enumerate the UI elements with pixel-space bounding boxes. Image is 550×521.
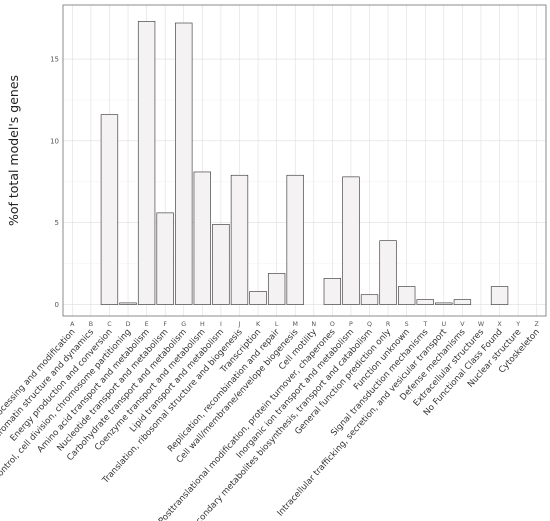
bar-T <box>416 299 434 305</box>
y-tick-label: 5 <box>55 219 59 227</box>
bar-V <box>453 299 472 305</box>
x-tick-label-X: X <box>497 321 502 328</box>
x-tick-label-Z: Z <box>535 321 540 328</box>
bar-C <box>100 114 119 305</box>
x-tick-label-W: W <box>478 321 485 328</box>
bar-I <box>212 224 230 305</box>
y-tick-label: 15 <box>50 55 59 63</box>
y-tick-label: 0 <box>55 301 59 309</box>
x-tick-label-G: G <box>181 321 186 328</box>
bar-J <box>230 174 249 305</box>
bar-L <box>267 273 286 305</box>
x-tick-label-S: S <box>405 321 409 328</box>
x-tick-label-I: I <box>220 321 222 328</box>
x-tick-label-L: L <box>275 321 279 328</box>
x-tick-label-Y: Y <box>515 321 520 328</box>
x-tick-label-C: C <box>107 321 112 328</box>
x-tick-label-D: D <box>126 321 131 328</box>
y-tick-label: 10 <box>50 137 59 145</box>
x-tick-label-R: R <box>386 321 391 328</box>
bar-P <box>342 176 360 305</box>
x-tick-label-F: F <box>163 321 167 328</box>
x-tick-label-K: K <box>256 321 261 328</box>
bar-D <box>119 302 137 305</box>
x-tick-label-Q: Q <box>367 321 372 328</box>
plot-panel-border <box>62 4 547 317</box>
x-tick-label-A: A <box>70 321 75 328</box>
bar-Q <box>360 294 379 305</box>
bar-H <box>193 171 211 305</box>
x-tick-label-J: J <box>238 321 241 328</box>
bar-series <box>100 21 509 305</box>
bar-R <box>379 240 397 305</box>
y-axis-ticks: 0 5 10 15 <box>50 55 59 309</box>
bar-X <box>490 286 509 305</box>
x-tick-label-T: T <box>422 321 427 328</box>
bar-K <box>249 291 267 305</box>
x-tick-label-H: H <box>200 321 205 328</box>
x-tick-label-M: M <box>292 321 297 328</box>
plot-gridlines <box>63 5 546 316</box>
x-axis-category-labels: A B C D E F G H I J K L M N O P Q R S T U V W X Y Z <box>70 321 539 328</box>
x-tick-label-N: N <box>311 321 316 328</box>
x-tick-label-E: E <box>145 321 149 328</box>
bar-U <box>435 302 453 305</box>
x-tick-label-B: B <box>89 321 93 328</box>
bar-E <box>137 21 156 305</box>
category-description-labels: RNA processing and modificationChromatin… <box>0 327 542 521</box>
bar-M <box>286 174 304 305</box>
x-tick-label-U: U <box>442 321 447 328</box>
bar-S <box>398 286 416 305</box>
x-tick-label-O: O <box>330 321 335 328</box>
bar-F <box>156 212 174 305</box>
x-tick-label-P: P <box>349 321 353 328</box>
y-axis-title: %of total model's genes <box>6 75 21 226</box>
x-tick-label-V: V <box>460 321 465 328</box>
bar-O <box>323 278 342 305</box>
bar-G <box>175 22 193 305</box>
